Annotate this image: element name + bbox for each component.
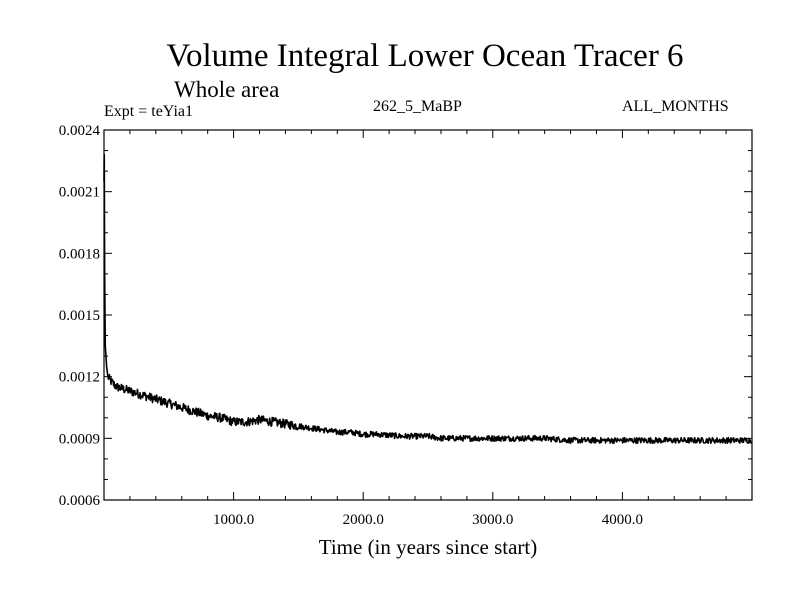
chart-subtitle: Whole area — [174, 77, 280, 102]
x-tick-label: 1000.0 — [213, 512, 254, 528]
chart-title: Volume Integral Lower Ocean Tracer 6 — [166, 38, 684, 74]
months-label: ALL_MONTHS — [622, 98, 729, 115]
x-tick-label: 2000.0 — [343, 512, 384, 528]
x-axis-label: Time (in years since start) — [318, 535, 538, 559]
y-tick-label: 0.0012 — [59, 370, 100, 386]
axis-tick-labels: 0.0006 0.0009 0.0012 0.0015 0.0018 0.0021 0.00… — [59, 123, 643, 528]
y-tick-label: 0.0018 — [59, 246, 100, 262]
period-label: 262_5_MaBP — [373, 98, 462, 115]
axis-ticks — [104, 129, 752, 501]
y-tick-label: 0.0009 — [59, 431, 100, 447]
series-line — [103, 153, 753, 445]
experiment-label: Expt = teYia1 — [104, 103, 194, 120]
y-tick-label: 0.0006 — [59, 493, 101, 509]
y-tick-label: 0.0015 — [59, 308, 100, 324]
x-tick-label: 4000.0 — [602, 512, 643, 528]
y-tick-label: 0.0024 — [59, 123, 101, 139]
x-tick-label: 3000.0 — [472, 512, 513, 528]
plot-frame — [103, 129, 753, 501]
y-tick-label: 0.0021 — [59, 185, 100, 201]
